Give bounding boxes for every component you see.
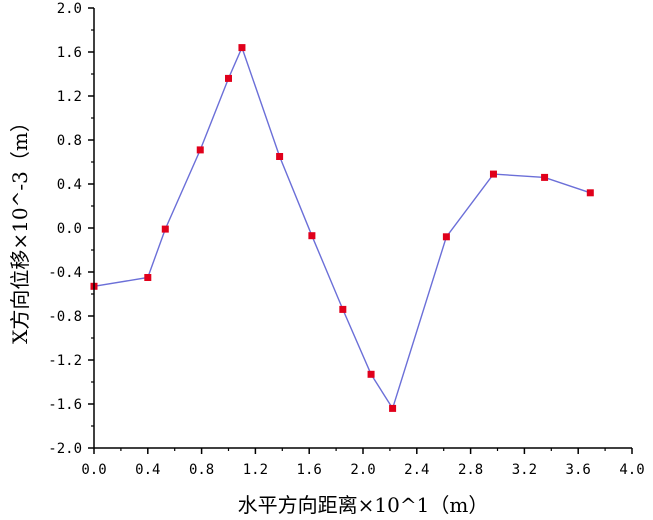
y-tick-label: 0.0: [57, 221, 82, 237]
y-tick-label: 0.4: [57, 177, 82, 193]
data-point: [225, 74, 232, 82]
y-tick-label: -1.6: [48, 397, 82, 413]
y-tick-label: -2.0: [48, 441, 82, 457]
y-tick-label: -0.4: [48, 265, 82, 281]
data-point: [238, 44, 246, 52]
y-tick-label: -0.8: [48, 309, 82, 325]
y-tick-label: 1.6: [57, 45, 82, 61]
x-tick-label: 2.4: [404, 462, 429, 478]
data-point: [489, 170, 497, 178]
x-tick-label: 1.2: [243, 462, 268, 478]
data-point: [339, 305, 347, 313]
y-tick-label: 0.8: [57, 133, 82, 149]
y-axis-title: X方向位移×10^-3（m）: [8, 112, 32, 344]
x-tick-label: 4.0: [619, 462, 644, 478]
data-point: [541, 173, 549, 181]
x-tick-label: 2.8: [458, 462, 483, 478]
x-tick-label: 2.0: [350, 462, 375, 478]
x-tick-label: 0.4: [135, 462, 160, 478]
x-axis-title: 水平方向距离×10^1（m）: [238, 493, 489, 517]
data-point: [276, 153, 284, 160]
data-point: [586, 189, 594, 197]
y-tick-label: 1.2: [57, 89, 82, 105]
x-tick-label: 1.6: [297, 462, 322, 478]
axes: 0.0 0.4 0.8 1.2 1.6 2.0 2.4 2.8 3.2 3.6 4.0 2.0 1.6…: [48, 1, 644, 478]
x-tick-label: 0.8: [189, 462, 214, 478]
data-point: [442, 233, 450, 241]
y-tick-label: -1.2: [48, 353, 82, 369]
data-point: [161, 225, 169, 233]
x-axis-ticks: 0.0 0.4 0.8 1.2 1.6 2.0 2.4 2.8 3.2 3.6 4.0: [81, 448, 645, 478]
x-tick-label: 0.0: [81, 462, 106, 478]
y-tick-label: 2.0: [57, 1, 82, 17]
data-point: [367, 370, 375, 378]
x-tick-label: 3.6: [566, 462, 591, 478]
data-point: [144, 274, 152, 281]
plot-area: [90, 44, 594, 412]
data-point: [308, 232, 316, 240]
data-point: [389, 404, 397, 412]
y-axis-ticks: 2.0 1.6 1.2 0.8 0.4 0.0 -0.4 -0.8 -1.2 -1.6 -2.0: [48, 1, 94, 457]
x-tick-label: 3.2: [512, 462, 537, 478]
data-point: [196, 146, 204, 154]
